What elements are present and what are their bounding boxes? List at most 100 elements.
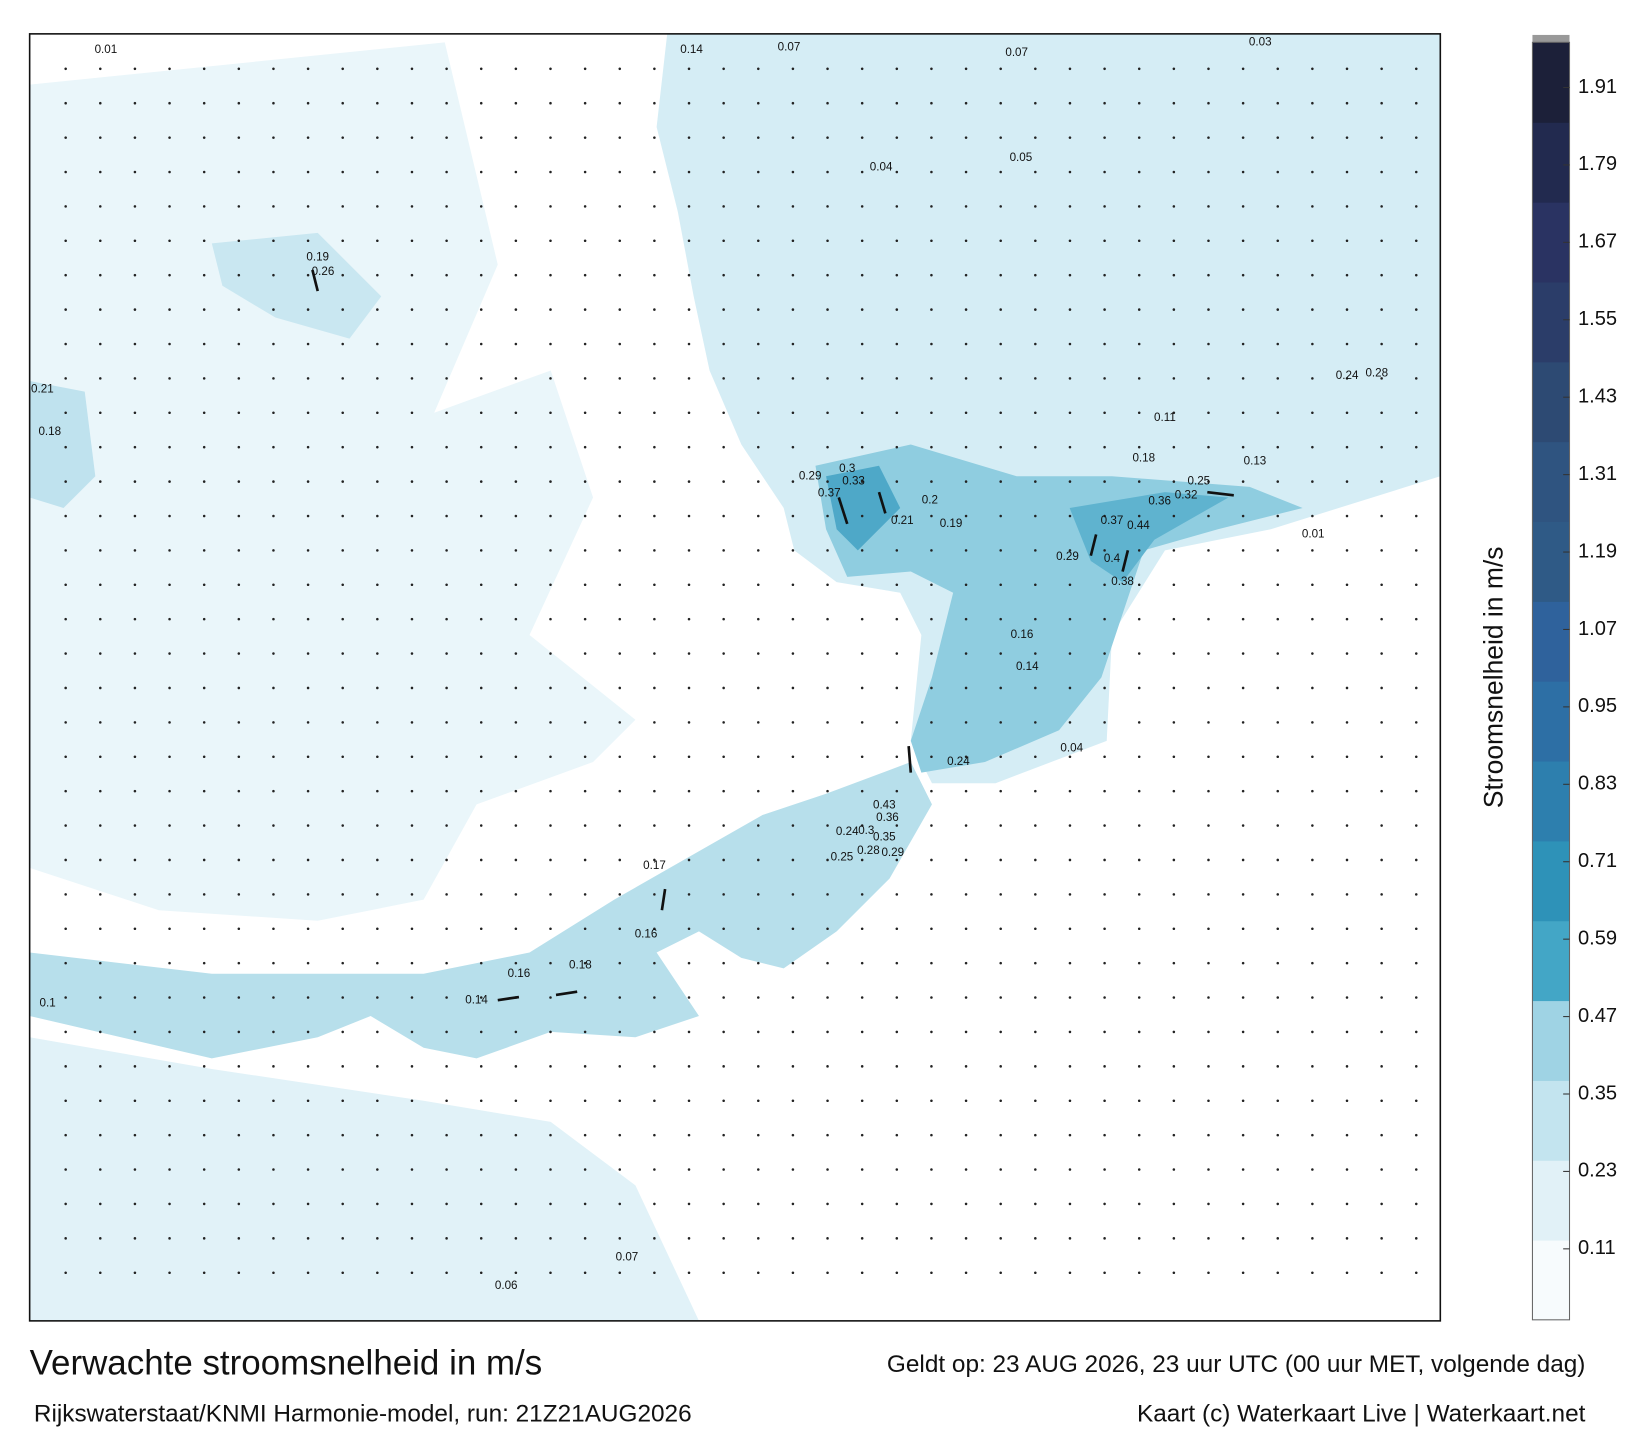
grid-dot [168, 1237, 171, 1240]
grid-dot [1207, 308, 1210, 311]
grid-dot [826, 893, 829, 896]
grid-dot [99, 1133, 102, 1137]
grid-dot [1103, 583, 1106, 587]
grid-dot [133, 686, 137, 690]
grid-dot [1241, 239, 1245, 243]
grid-dot [341, 721, 344, 724]
grid-dot [1345, 205, 1349, 208]
grid-dot [376, 927, 379, 931]
grid-dot [687, 686, 691, 690]
grid-dot [999, 858, 1002, 862]
grid-dot [895, 239, 899, 243]
grid-dot [826, 1237, 829, 1240]
grid-dot [1380, 514, 1383, 518]
grid-dot [202, 996, 206, 999]
grid-dot [1311, 1133, 1314, 1137]
grid-dot [1345, 1030, 1349, 1034]
grid-dot [687, 136, 691, 139]
grid-dot [1137, 1133, 1141, 1137]
grid-dot [202, 824, 206, 827]
grid-dot [445, 652, 448, 655]
grid-dot [202, 755, 206, 759]
grid-dot [514, 1237, 518, 1240]
grid-dot [722, 1168, 725, 1171]
grid-dot [583, 514, 587, 518]
grid-dot [306, 1065, 310, 1068]
grid-dot [826, 1030, 829, 1034]
grid-dot [64, 205, 67, 208]
grid-dot [133, 824, 137, 827]
grid-dot [64, 480, 67, 483]
grid-dot [410, 67, 414, 71]
grid-dot [860, 927, 864, 931]
grid-dot [1172, 1099, 1176, 1103]
grid-dot [168, 67, 171, 71]
grid-dot [479, 239, 483, 243]
vector-grid [64, 67, 1418, 1274]
grid-dot [1241, 1030, 1245, 1034]
grid-dot [133, 136, 137, 139]
grid-dot [930, 824, 933, 827]
grid-dot [860, 136, 864, 139]
grid-dot [791, 480, 795, 483]
speed-label: 0.24 [836, 825, 859, 838]
grid-dot [826, 445, 829, 449]
grid-dot [860, 824, 864, 827]
grid-dot [514, 170, 518, 174]
grid-dot [514, 514, 518, 518]
grid-dot [722, 308, 725, 311]
grid-dot [133, 789, 137, 793]
grid-dot [479, 893, 483, 896]
grid-dot [1414, 583, 1418, 587]
grid-dot [1137, 136, 1141, 139]
grid-dot [1068, 1168, 1072, 1171]
grid-dot [1207, 652, 1210, 655]
grid-dot [133, 721, 137, 724]
grid-dot [1172, 617, 1176, 621]
speed-label: 0.17 [643, 859, 666, 872]
grid-dot [1172, 411, 1176, 415]
grid-dot [410, 445, 414, 449]
grid-dot [1345, 549, 1349, 552]
grid-dot [1172, 1237, 1176, 1240]
grid-dot [549, 308, 552, 311]
grid-dot [1414, 858, 1418, 862]
grid-dot [860, 721, 864, 724]
grid-dot [133, 239, 137, 243]
grid-dot [1103, 273, 1106, 277]
grid-dot [791, 961, 795, 965]
grid-dot [306, 961, 310, 965]
grid-dot [895, 617, 899, 621]
grid-dot [1034, 445, 1037, 449]
grid-dot [376, 101, 379, 105]
grid-dot [1034, 273, 1037, 277]
grid-dot [757, 1065, 760, 1068]
grid-dot [826, 1133, 829, 1137]
grid-dot [653, 996, 656, 999]
grid-dot [479, 273, 483, 277]
grid-dot [1311, 308, 1314, 311]
grid-dot [930, 273, 933, 277]
grid-dot [791, 445, 795, 449]
grid-dot [1380, 549, 1383, 552]
grid-dot [306, 67, 310, 71]
grid-dot [376, 377, 379, 380]
grid-dot [514, 67, 518, 71]
grid-dot [583, 445, 587, 449]
grid-dot [583, 996, 587, 999]
grid-dot [1345, 996, 1349, 999]
grid-dot [999, 411, 1002, 415]
grid-dot [1207, 377, 1210, 380]
grid-dot [549, 1168, 552, 1171]
grid-dot [964, 342, 968, 346]
grid-dot [860, 549, 864, 552]
grid-dot [133, 101, 137, 105]
grid-dot [445, 1168, 448, 1171]
grid-dot [653, 480, 656, 483]
speed-label: 0.29 [881, 846, 904, 859]
grid-dot [272, 1030, 275, 1034]
grid-dot [1276, 858, 1280, 862]
grid-dot [549, 549, 552, 552]
grid-dot [133, 1237, 137, 1240]
grid-dot [1172, 549, 1176, 552]
